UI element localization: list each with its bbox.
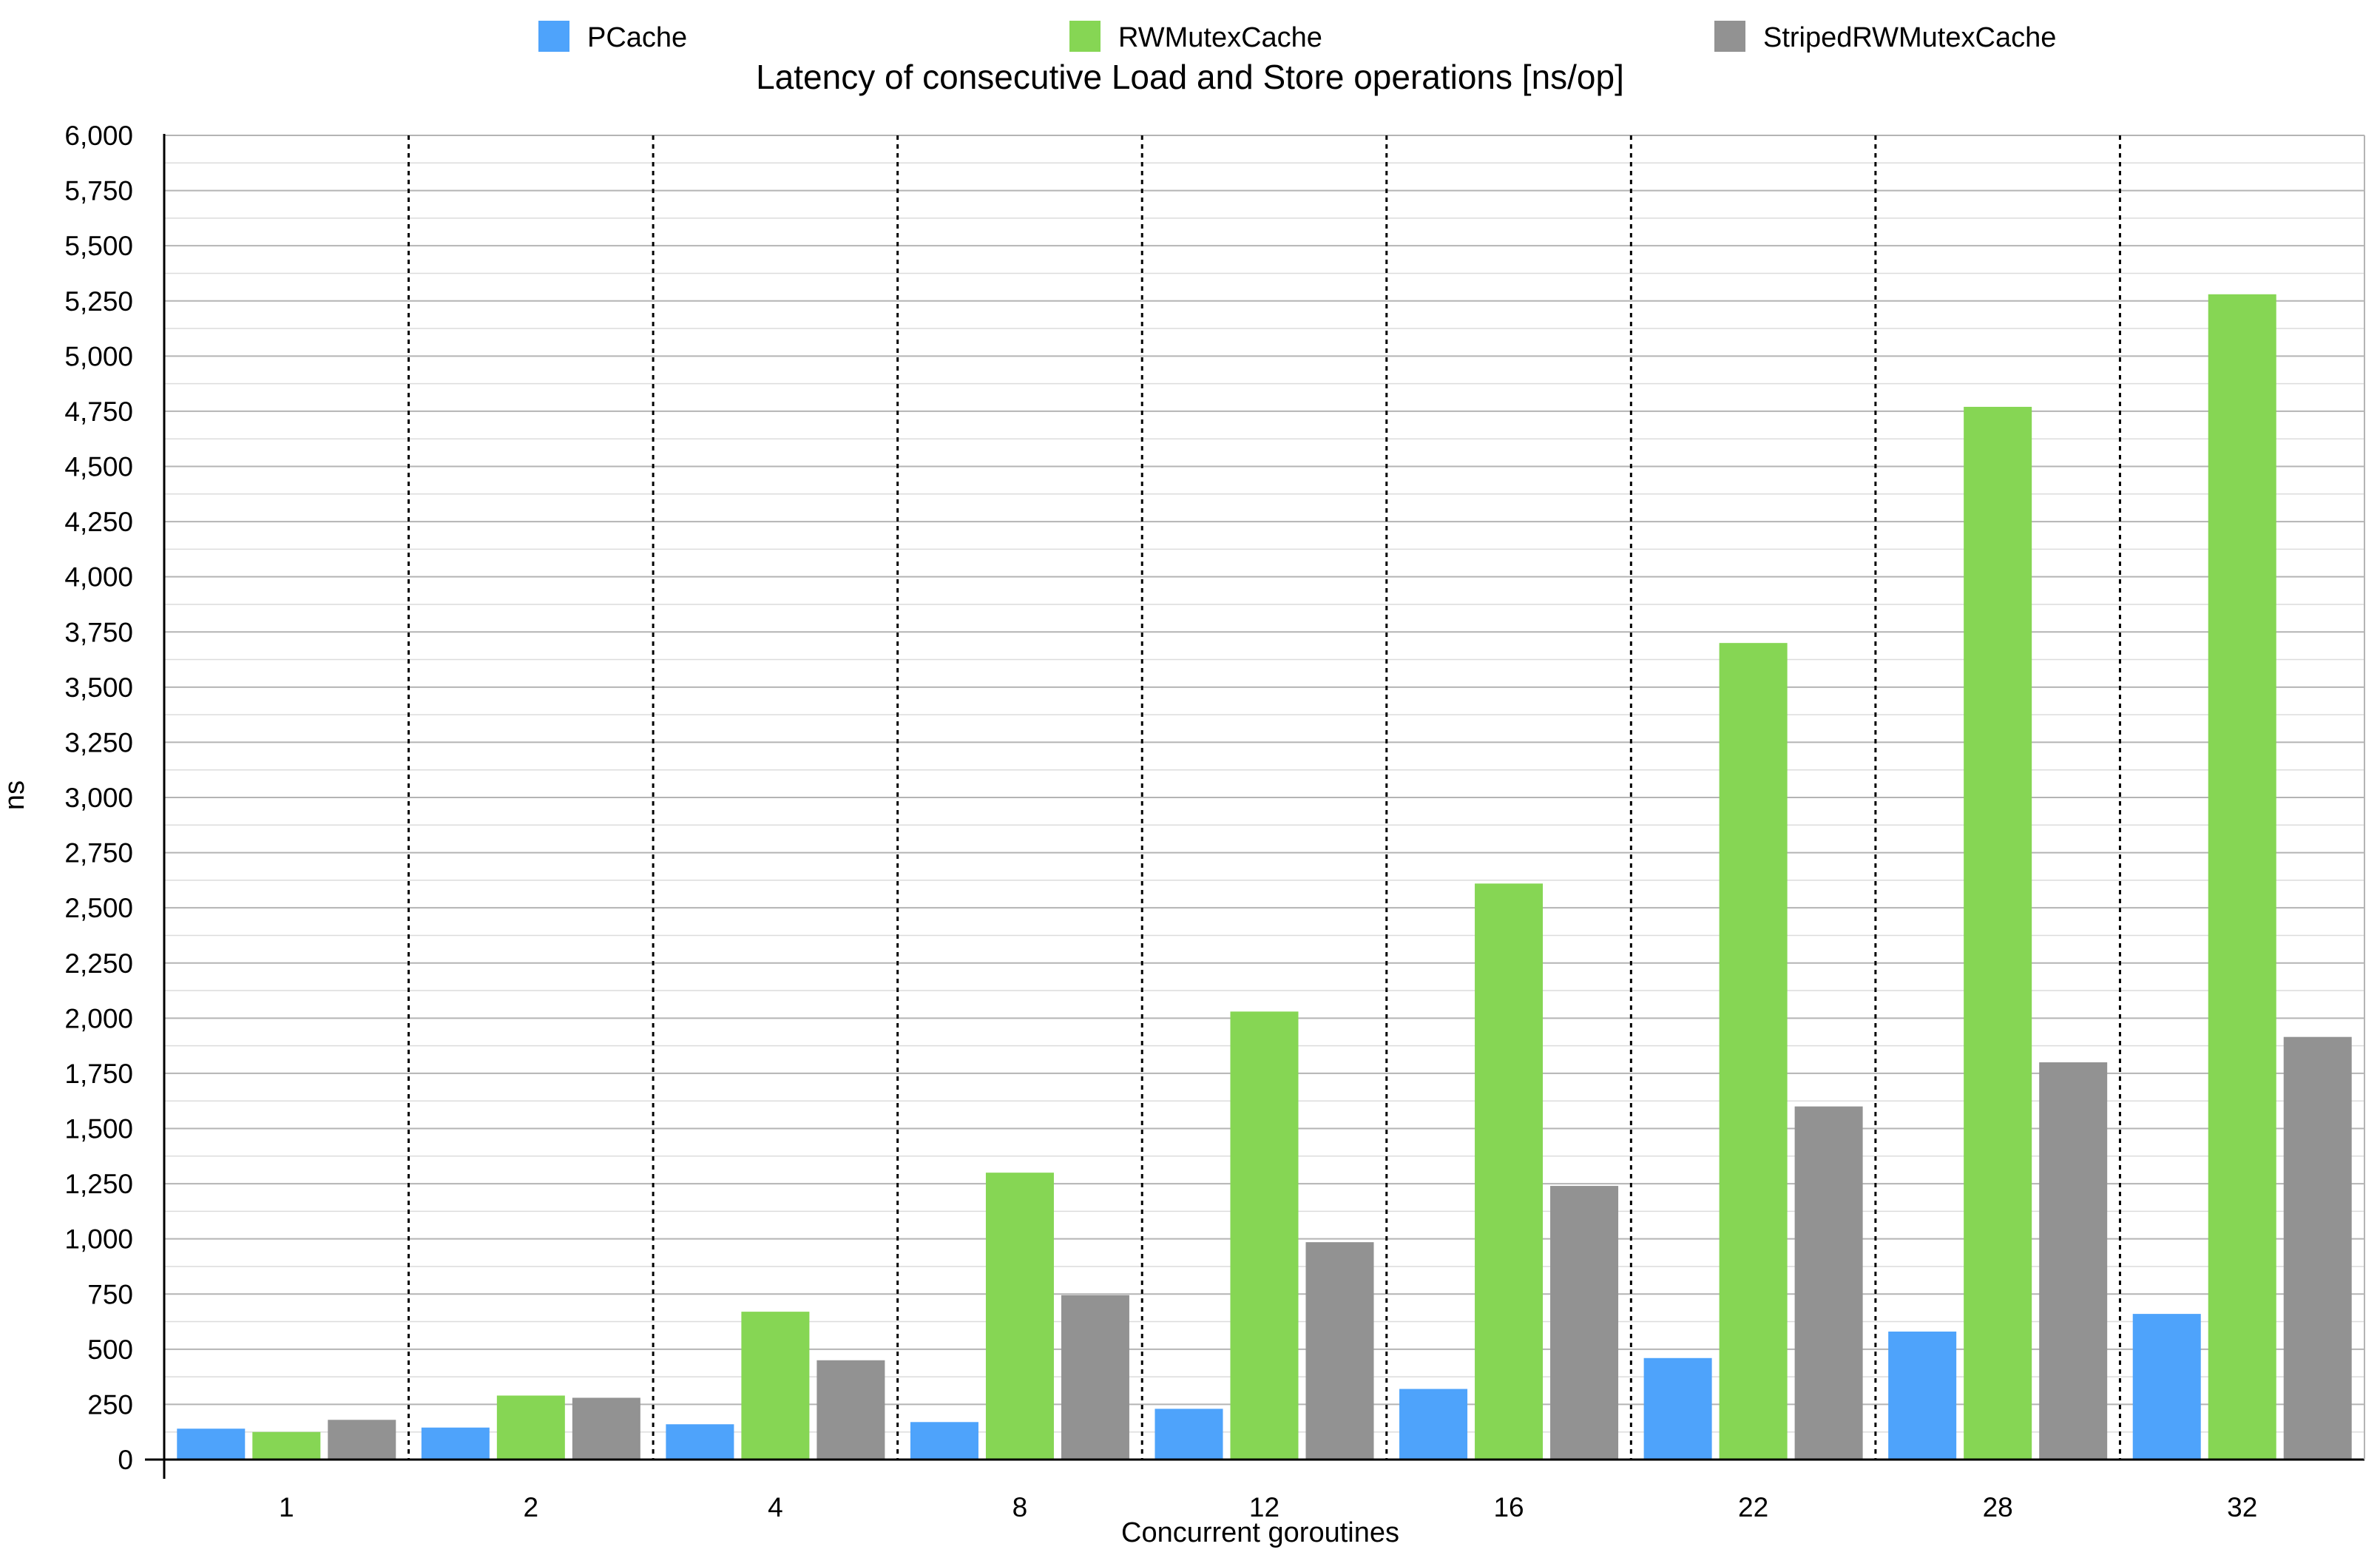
- legend: PCache RWMutexCache StripedRWMutexCache: [538, 21, 2056, 53]
- bar-stripedrwmutexcache-8: [1061, 1295, 1129, 1460]
- bar-stripedrwmutexcache-2: [572, 1397, 640, 1460]
- y-tick-label: 750: [87, 1279, 133, 1309]
- bar-rwmutexcache-1: [252, 1431, 321, 1460]
- chart-title: Latency of consecutive Load and Store op…: [756, 58, 1624, 96]
- x-tick-label: 2: [524, 1492, 539, 1522]
- y-tick-label: 4,500: [64, 452, 133, 482]
- bar-stripedrwmutexcache-16: [1550, 1186, 1619, 1460]
- x-tick-label: 32: [2227, 1492, 2257, 1522]
- x-tick-labels: 1 2 4 8 12 16 22 28 32: [279, 1492, 2257, 1522]
- bar-pcache-28: [1888, 1331, 1957, 1460]
- legend-label-pcache: PCache: [587, 22, 687, 53]
- bar-rwmutexcache-12: [1230, 1011, 1299, 1460]
- x-tick-label: 22: [1738, 1492, 1768, 1522]
- x-tick-label: 4: [768, 1492, 783, 1522]
- legend-swatch-pcache: [538, 21, 569, 52]
- x-tick-label: 1: [279, 1492, 294, 1522]
- y-tick-label: 2,500: [64, 893, 133, 923]
- y-tick-label: 4,750: [64, 397, 133, 427]
- bar-stripedrwmutexcache-4: [817, 1360, 885, 1460]
- bar-pcache-12: [1154, 1409, 1223, 1460]
- y-axis-label: ns: [0, 780, 30, 810]
- bar-rwmutexcache-28: [1964, 406, 2032, 1460]
- x-tick-label: 28: [1983, 1492, 2013, 1522]
- x-tick-label: 8: [1012, 1492, 1028, 1522]
- bar-pcache-4: [666, 1424, 734, 1460]
- y-tick-label: 4,250: [64, 507, 133, 537]
- axes: [145, 134, 2365, 1479]
- y-tick-label: 2,000: [64, 1003, 133, 1033]
- y-tick-label: 3,000: [64, 783, 133, 813]
- y-tick-label: 5,000: [64, 341, 133, 371]
- y-tick-label: 1,500: [64, 1114, 133, 1144]
- bar-stripedrwmutexcache-12: [1305, 1242, 1374, 1460]
- legend-swatch-rwmutexcache: [1069, 21, 1101, 52]
- y-tick-label: 0: [118, 1445, 133, 1475]
- bar-rwmutexcache-8: [985, 1173, 1054, 1460]
- y-tick-label: 3,750: [64, 617, 133, 647]
- y-tick-label: 1,750: [64, 1059, 133, 1089]
- y-tick-label: 5,250: [64, 286, 133, 317]
- y-tick-labels: 0 250 500 750 1,000 1,250 1,500 1,750 2,000 2,250…: [64, 121, 133, 1475]
- y-tick-label: 3,250: [64, 727, 133, 758]
- bar-rwmutexcache-4: [741, 1312, 810, 1460]
- bar-rwmutexcache-2: [496, 1395, 565, 1460]
- bar-pcache-32: [2132, 1314, 2201, 1460]
- x-tick-label: 16: [1493, 1492, 1524, 1522]
- y-tick-label: 250: [87, 1389, 133, 1420]
- legend-label-stripedrwmutexcache: StripedRWMutexCache: [1763, 22, 2056, 53]
- bar-pcache-1: [177, 1428, 246, 1460]
- bar-stripedrwmutexcache-1: [328, 1420, 396, 1460]
- y-tick-label: 6,000: [64, 121, 133, 151]
- bar-pcache-2: [421, 1427, 490, 1460]
- x-axis-label: Concurrent goroutines: [1121, 1517, 1399, 1548]
- bar-pcache-16: [1399, 1389, 1468, 1460]
- bar-rwmutexcache-16: [1475, 883, 1544, 1460]
- y-tick-label: 5,500: [64, 231, 133, 261]
- bar-stripedrwmutexcache-32: [2283, 1036, 2352, 1460]
- y-tick-label: 1,000: [64, 1224, 133, 1255]
- bar-pcache-22: [1643, 1357, 1712, 1460]
- y-tick-label: 3,500: [64, 672, 133, 703]
- bar-stripedrwmutexcache-22: [1794, 1106, 1863, 1460]
- y-tick-label: 500: [87, 1335, 133, 1365]
- x-tick-label: 12: [1249, 1492, 1279, 1522]
- bar-rwmutexcache-32: [2208, 294, 2276, 1460]
- bar-pcache-8: [910, 1422, 978, 1460]
- legend-swatch-stripedrwmutexcache: [1714, 21, 1745, 52]
- bar-stripedrwmutexcache-28: [2039, 1062, 2108, 1460]
- category-separators: [408, 135, 2121, 1460]
- y-tick-label: 5,750: [64, 176, 133, 206]
- y-tick-label: 4,000: [64, 562, 133, 593]
- bars: [177, 294, 2352, 1460]
- y-tick-label: 1,250: [64, 1169, 133, 1199]
- y-tick-label: 2,250: [64, 948, 133, 979]
- legend-label-rwmutexcache: RWMutexCache: [1118, 22, 1322, 53]
- y-tick-label: 2,750: [64, 838, 133, 868]
- bar-rwmutexcache-22: [1719, 643, 1788, 1460]
